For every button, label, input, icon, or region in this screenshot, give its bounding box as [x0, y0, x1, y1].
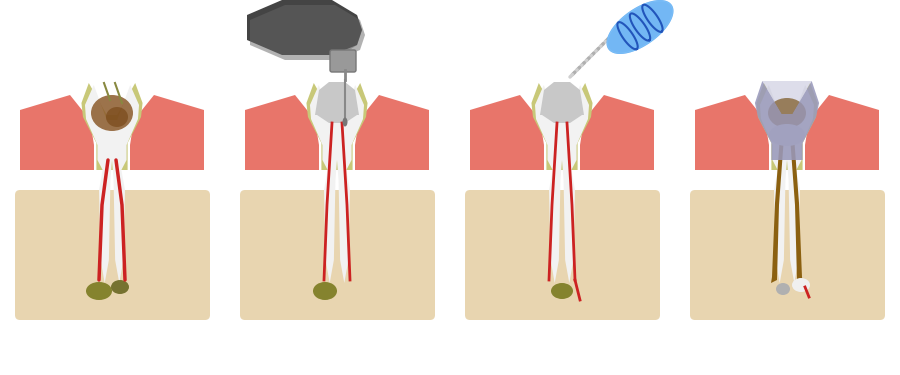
Polygon shape [540, 82, 584, 123]
Polygon shape [762, 81, 812, 114]
Polygon shape [355, 95, 429, 170]
Ellipse shape [792, 278, 810, 292]
Ellipse shape [86, 282, 112, 300]
Ellipse shape [776, 283, 790, 295]
Polygon shape [695, 95, 769, 170]
Polygon shape [81, 83, 142, 170]
Polygon shape [85, 85, 139, 283]
Polygon shape [580, 95, 654, 170]
Polygon shape [245, 95, 319, 170]
FancyBboxPatch shape [330, 50, 356, 72]
Ellipse shape [111, 280, 129, 294]
Ellipse shape [343, 117, 347, 126]
Polygon shape [608, 1, 673, 53]
Polygon shape [756, 83, 817, 170]
Polygon shape [250, 5, 365, 60]
Polygon shape [608, 1, 673, 53]
Polygon shape [470, 95, 544, 170]
Ellipse shape [106, 107, 128, 127]
Polygon shape [771, 123, 785, 283]
Polygon shape [247, 0, 362, 55]
Ellipse shape [551, 283, 573, 299]
Polygon shape [531, 83, 592, 170]
Polygon shape [805, 95, 879, 170]
Polygon shape [789, 123, 803, 283]
Ellipse shape [769, 124, 805, 146]
FancyBboxPatch shape [465, 190, 660, 320]
Polygon shape [535, 85, 589, 283]
FancyBboxPatch shape [240, 190, 435, 320]
Ellipse shape [91, 95, 133, 131]
Polygon shape [306, 83, 367, 170]
Polygon shape [755, 81, 819, 160]
FancyBboxPatch shape [690, 190, 885, 320]
Polygon shape [130, 95, 204, 170]
Ellipse shape [313, 282, 337, 300]
Polygon shape [20, 95, 94, 170]
Polygon shape [315, 82, 359, 123]
Polygon shape [760, 85, 814, 283]
Ellipse shape [768, 98, 806, 128]
Polygon shape [310, 85, 364, 283]
Polygon shape [332, 15, 362, 55]
FancyBboxPatch shape [15, 190, 210, 320]
